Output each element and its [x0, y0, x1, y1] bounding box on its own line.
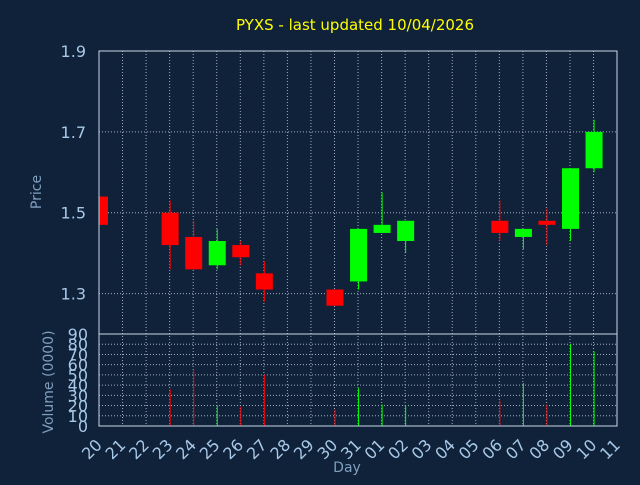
candle-body	[232, 245, 250, 258]
day-tick-labels: 2021222324252627282930310102030405060708…	[78, 435, 624, 463]
candle-body	[185, 236, 203, 270]
candle-body	[99, 196, 108, 225]
candle-body	[585, 131, 603, 169]
volume-tick-label: 60	[68, 356, 88, 375]
volume-tick-label: 30	[68, 386, 88, 405]
candle-body	[538, 220, 556, 225]
volume-tick-label: 40	[68, 376, 88, 395]
candle-31	[350, 228, 368, 290]
candle-25	[208, 228, 226, 270]
candle-01	[373, 192, 391, 233]
price-tick-label: 1.7	[61, 123, 86, 142]
x-axis-label: Day	[333, 460, 361, 476]
candle-10	[585, 119, 603, 173]
candle-body	[491, 220, 509, 233]
volume-tick-label: 10	[68, 407, 88, 426]
candle-06	[491, 200, 509, 242]
volume-tick-label: 20	[68, 397, 88, 416]
candle-27	[255, 261, 273, 302]
volume-tick-label: 70	[68, 345, 88, 364]
day-gridlines	[122, 51, 595, 426]
candle-26	[232, 241, 250, 266]
volume-series	[169, 344, 595, 426]
candle-20	[99, 196, 108, 225]
price-tick-labels: 1.3 1.5 1.7 1.9	[61, 42, 86, 304]
candle-07	[514, 228, 532, 250]
candle-body	[208, 241, 226, 266]
candle-body	[255, 273, 273, 290]
candle-30	[326, 289, 344, 306]
volume-axis-label: Volume (0000)	[41, 330, 57, 433]
candle-body	[397, 220, 415, 242]
volume-tick-label: 80	[68, 335, 88, 354]
candle-body	[161, 212, 179, 246]
candle-24	[185, 220, 203, 270]
price-tick-label: 1.9	[61, 42, 86, 61]
volume-tick-label: 90	[68, 325, 88, 344]
candle-body	[326, 289, 344, 306]
volume-tick-label: 50	[68, 366, 88, 385]
candle-body	[514, 228, 532, 237]
candle-02	[397, 220, 415, 254]
candles-series	[99, 119, 603, 306]
candle-08	[538, 208, 556, 246]
candle-body	[373, 224, 391, 233]
volume-panel-frame	[98, 333, 618, 427]
candle-body	[562, 168, 579, 229]
candle-23	[161, 200, 179, 270]
price-tick-label: 1.5	[61, 204, 86, 223]
candle-body	[350, 228, 368, 282]
price-axis-label: Price	[29, 175, 45, 209]
candle-09	[562, 168, 579, 242]
chart-title: PYXS - last updated 10/04/2026	[236, 16, 474, 34]
volume-tick-label: 0	[78, 417, 88, 436]
price-tick-label: 1.3	[61, 285, 86, 304]
